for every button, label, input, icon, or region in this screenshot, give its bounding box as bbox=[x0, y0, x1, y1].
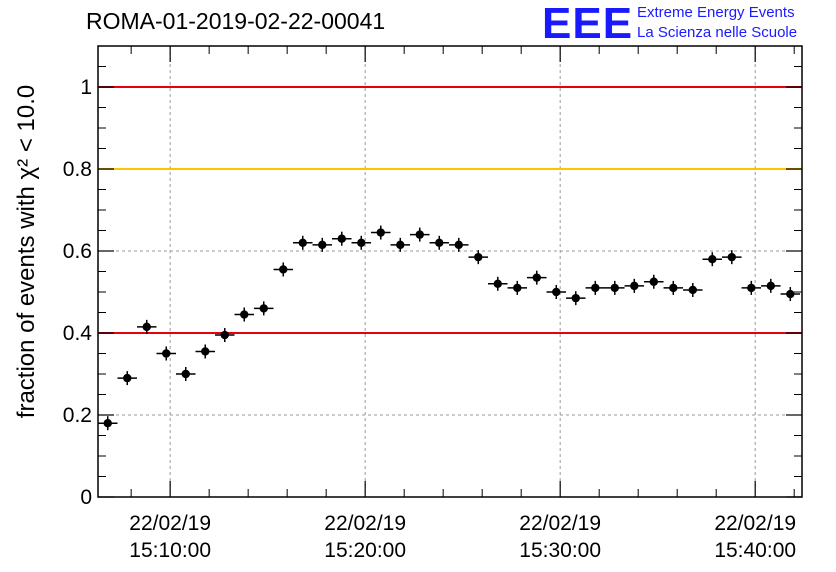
data-point bbox=[507, 280, 528, 295]
data-point bbox=[644, 274, 664, 289]
data-point bbox=[390, 237, 411, 252]
y-tick-label: 0.8 bbox=[63, 158, 92, 181]
data-point bbox=[741, 280, 762, 295]
data-point bbox=[371, 225, 391, 240]
x-tick-time-label: 15:20:00 bbox=[324, 539, 406, 562]
point-marker bbox=[162, 349, 171, 358]
grid-lines bbox=[98, 46, 802, 497]
plot-frame bbox=[97, 45, 803, 498]
point-marker bbox=[591, 283, 600, 293]
point-marker bbox=[513, 283, 522, 293]
data-point bbox=[195, 344, 216, 359]
data-point bbox=[449, 237, 469, 252]
point-marker bbox=[532, 273, 541, 282]
point-marker bbox=[142, 322, 151, 332]
point-marker bbox=[552, 287, 561, 297]
data-point bbox=[429, 235, 450, 250]
point-marker bbox=[337, 234, 346, 243]
data-points bbox=[98, 225, 801, 431]
y-tick-label: 0.4 bbox=[63, 322, 93, 345]
data-point bbox=[761, 278, 781, 293]
data-point bbox=[137, 319, 157, 334]
point-marker bbox=[493, 279, 502, 288]
data-point bbox=[605, 280, 625, 295]
point-marker bbox=[357, 238, 366, 247]
axis-ticks bbox=[98, 46, 802, 498]
x-tick-date-label: 22/02/19 bbox=[519, 512, 601, 535]
point-marker bbox=[454, 240, 463, 250]
logo-line-1: Extreme Energy Events bbox=[637, 4, 795, 21]
data-point bbox=[624, 278, 645, 293]
x-tick-time-label: 15:30:00 bbox=[519, 539, 601, 562]
point-marker bbox=[766, 281, 775, 291]
data-point bbox=[117, 371, 138, 386]
point-marker bbox=[669, 283, 678, 293]
y-axis-label: fraction of events with χ² < 10.0 bbox=[13, 85, 40, 418]
point-marker bbox=[415, 230, 424, 239]
data-point bbox=[546, 285, 567, 299]
data-point bbox=[468, 250, 489, 265]
data-point bbox=[683, 282, 703, 297]
point-marker bbox=[181, 369, 190, 379]
point-marker bbox=[474, 252, 483, 262]
logo-line-2: La Scienza nelle Scuole bbox=[637, 24, 798, 41]
point-marker bbox=[103, 419, 112, 428]
data-point bbox=[254, 301, 274, 316]
y-tick-labels: 0 0.2 0.4 0.6 0.8 1 bbox=[63, 76, 93, 509]
point-marker bbox=[240, 310, 249, 319]
y-tick-label: 0.2 bbox=[63, 404, 92, 427]
chart-title: ROMA-01-2019-02-22-00041 bbox=[86, 8, 386, 34]
x-tick-labels: 22/02/19 15:10:00 22/02/19 15:20:00 22/02/19… bbox=[129, 512, 796, 562]
data-point bbox=[332, 231, 352, 246]
data-point bbox=[293, 235, 313, 250]
data-point bbox=[780, 287, 801, 302]
y-tick-label: 1 bbox=[80, 76, 92, 99]
x-tick-time-label: 15:10:00 bbox=[129, 539, 211, 562]
point-marker bbox=[630, 281, 639, 291]
y-tick-label: 0 bbox=[80, 486, 92, 509]
point-marker bbox=[376, 228, 385, 237]
data-point bbox=[215, 328, 235, 343]
point-marker bbox=[201, 347, 210, 356]
point-marker bbox=[708, 255, 717, 264]
data-point bbox=[410, 227, 430, 242]
data-point bbox=[566, 291, 586, 306]
x-tick-date-label: 22/02/19 bbox=[129, 512, 211, 535]
point-marker bbox=[649, 277, 658, 286]
data-point bbox=[273, 262, 294, 277]
point-marker bbox=[747, 283, 756, 293]
data-point bbox=[234, 307, 255, 322]
data-point bbox=[156, 346, 177, 361]
point-marker bbox=[298, 238, 307, 247]
point-marker bbox=[610, 283, 619, 293]
y-tick-label: 0.6 bbox=[63, 240, 92, 263]
data-point bbox=[527, 270, 547, 285]
point-marker bbox=[279, 265, 288, 274]
data-point bbox=[98, 416, 118, 431]
data-point bbox=[585, 280, 606, 295]
point-marker bbox=[123, 373, 132, 383]
point-marker bbox=[571, 293, 580, 303]
point-marker bbox=[259, 304, 268, 313]
point-marker bbox=[396, 240, 405, 250]
data-point bbox=[488, 276, 508, 291]
reference-lines bbox=[98, 86, 802, 334]
data-point bbox=[663, 280, 684, 295]
data-point bbox=[176, 367, 196, 381]
point-marker bbox=[786, 289, 795, 299]
data-point bbox=[312, 237, 333, 252]
point-marker bbox=[727, 252, 736, 262]
point-marker bbox=[435, 238, 444, 247]
point-marker bbox=[688, 285, 697, 295]
data-point bbox=[722, 250, 742, 265]
point-marker bbox=[318, 240, 327, 250]
x-tick-date-label: 22/02/19 bbox=[324, 512, 406, 535]
x-tick-time-label: 15:40:00 bbox=[714, 539, 796, 562]
data-point bbox=[351, 235, 372, 250]
logo-mark: EEE bbox=[542, 0, 634, 48]
point-marker bbox=[220, 330, 229, 340]
data-point bbox=[702, 252, 723, 267]
x-tick-date-label: 22/02/19 bbox=[714, 512, 796, 535]
